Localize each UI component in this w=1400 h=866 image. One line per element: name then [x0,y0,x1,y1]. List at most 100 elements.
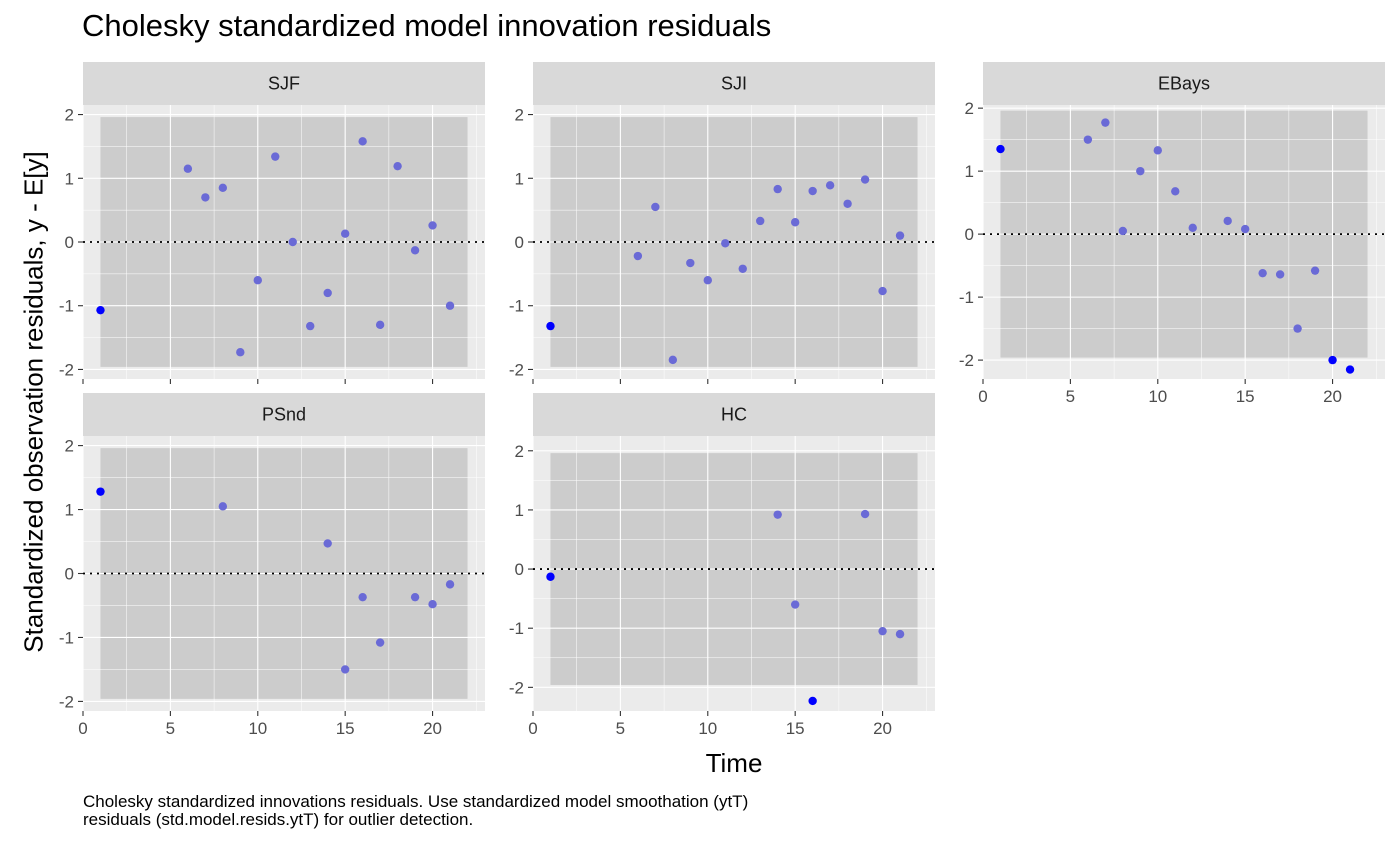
data-point-outlier [1328,355,1337,365]
y-tick-label: 1 [515,169,524,188]
y-tick-label: -2 [959,351,974,370]
data-point [1153,146,1162,155]
facet-strip [533,62,935,105]
y-tick-label: -2 [59,360,74,379]
data-point [1136,166,1145,176]
x-tick-label: 0 [78,719,87,738]
data-point [340,665,350,674]
facet-panel-sjf: SJF -2 -1 0 1 2 [59,62,485,384]
data-point-outlier [96,305,105,315]
data-point [1188,223,1197,233]
data-point [358,592,367,602]
data-point [703,276,712,285]
facet-panel-sji: SJI -2 -1 0 1 2 [509,62,935,384]
data-point [860,509,870,519]
y-tick-label: 2 [515,442,524,461]
chart-title: Cholesky standardized model innovation r… [82,8,772,43]
x-tick-label: 10 [1148,387,1167,406]
data-point [878,286,887,296]
y-tick-label: 0 [515,560,524,579]
data-point [1223,216,1232,226]
facet-strip [533,393,935,436]
x-tick-label: 10 [248,719,267,738]
facet-strip [83,62,485,105]
data-point [183,164,193,173]
data-point [253,276,262,285]
data-point [1083,135,1093,144]
grid-lines [982,105,1385,379]
x-tick-label: 0 [978,387,987,406]
data-point [393,161,402,171]
data-point [218,183,228,193]
y-tick-label: -1 [509,297,524,316]
data-point [358,137,367,146]
data-point [790,600,800,609]
data-point [428,599,437,609]
x-tick-label: 10 [698,719,717,738]
data-point [410,592,420,602]
facet-strip-label: PSnd [262,405,306,425]
x-tick-label: 20 [1323,387,1342,406]
data-point [843,199,852,208]
facet-strip [83,393,485,436]
data-point [1275,270,1285,279]
y-tick-label: -2 [509,360,524,379]
x-tick-label: 15 [336,719,355,738]
data-point [1258,268,1267,278]
data-point [651,202,660,212]
data-point [271,152,280,161]
data-point-outlier [1345,365,1355,374]
data-point [825,181,835,190]
y-tick-label: -1 [509,619,524,638]
facet-strip-label: SJI [721,74,747,94]
y-tick-label: -1 [959,288,974,307]
data-point [1240,224,1250,234]
data-point-outlier [546,572,555,581]
data-point [428,221,437,230]
data-point [895,231,905,240]
facet-strip-label: EBays [1158,74,1210,94]
facet-strip [983,62,1385,105]
y-tick-label: 2 [515,106,524,125]
y-tick-label: 1 [65,501,74,520]
data-point [756,216,765,226]
x-axis-label: Time [705,748,763,778]
grid-lines [532,436,935,711]
x-tick-label: 5 [166,719,175,738]
data-point [375,320,385,330]
y-tick-label: 0 [65,565,74,584]
data-point-outlier [808,696,817,706]
data-point [773,510,782,519]
data-point [773,184,782,194]
data-point-outlier [996,144,1005,154]
facet-strip-label: HC [721,405,747,425]
data-point [738,264,747,273]
y-tick-label: -2 [59,692,74,711]
y-axis-label: Standardized observation residuals, y - … [18,151,49,653]
data-point [201,193,210,202]
x-tick-label: 15 [786,719,805,738]
data-point [236,348,245,357]
y-tick-label: 0 [965,225,974,244]
data-point [878,626,887,636]
data-point [895,629,905,639]
chart-caption: Cholesky standardized innovations residu… [83,792,749,829]
data-point [323,539,332,548]
data-point [686,258,695,268]
y-tick-label: -2 [509,678,524,697]
x-tick-label: 20 [423,719,442,738]
data-point [445,301,455,310]
y-tick-label: -1 [59,628,74,647]
data-point [323,288,332,298]
data-point-outlier [546,321,555,331]
data-point [808,186,817,196]
data-point [445,580,455,589]
data-point [860,175,870,184]
data-point [1293,324,1302,333]
data-point-outlier [96,487,105,496]
data-point [410,246,420,255]
data-point [218,502,228,511]
